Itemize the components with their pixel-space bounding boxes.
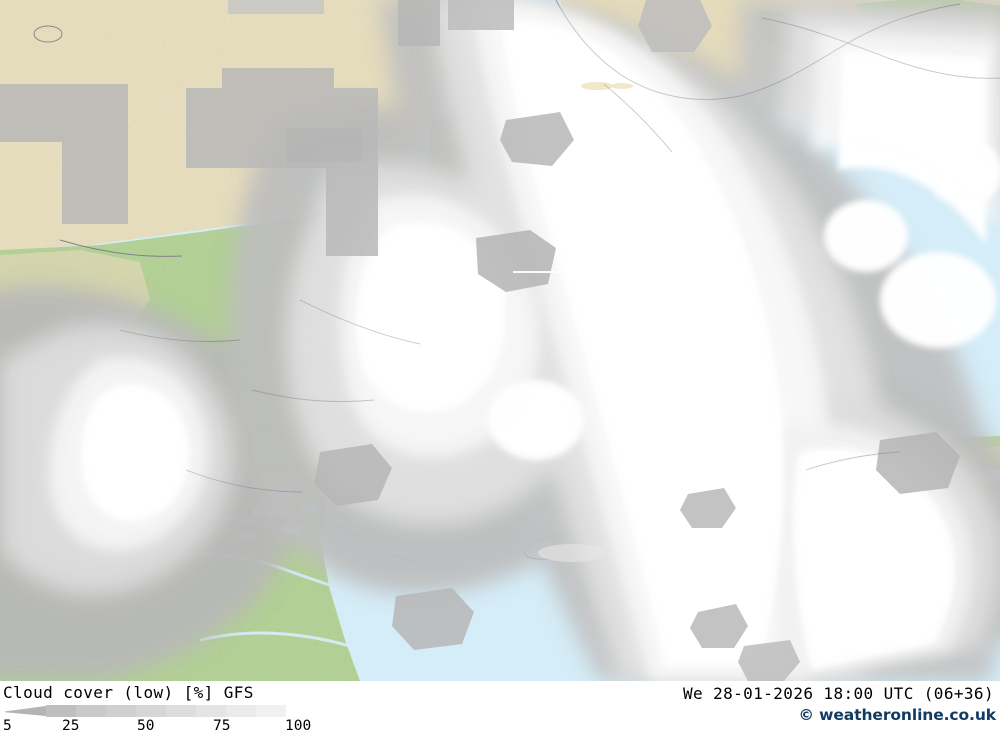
weather-map-canvas[interactable]: [0, 0, 1000, 681]
colorbar-tick-50: 50: [137, 718, 155, 733]
colorbar-tick-5: 5: [3, 718, 12, 733]
colorbar-tick-25: 25: [62, 718, 80, 733]
copyright-watermark: © weatheronline.co.uk: [798, 706, 996, 724]
colorbar-tick-100: 100: [285, 718, 312, 733]
colorbar-tick-75: 75: [213, 718, 231, 733]
map-title: Cloud cover (low) [%] GFS: [3, 683, 254, 702]
colorbar-legend[interactable]: 5 25 50 75 100: [0, 704, 311, 733]
valid-time-label: We 28-01-2026 18:00 UTC (06+36): [682, 684, 994, 703]
colorbar-graphic: [5, 705, 286, 717]
map-footer: Cloud cover (low) [%] GFS We 28-01-2026 …: [0, 681, 1000, 733]
map-graphic: [0, 0, 1000, 681]
